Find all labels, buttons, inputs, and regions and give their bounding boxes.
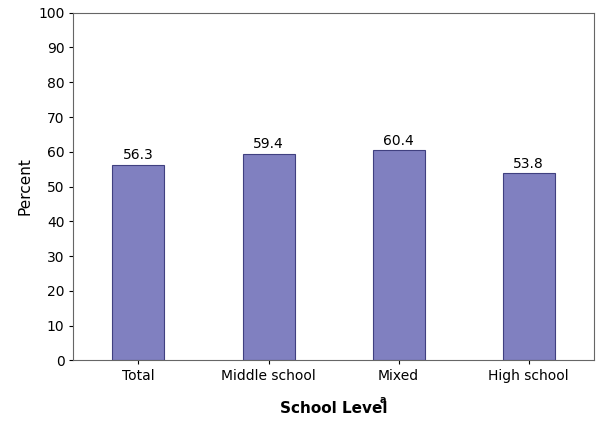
Text: 56.3: 56.3 bbox=[123, 148, 154, 162]
Text: a: a bbox=[379, 395, 386, 405]
Y-axis label: Percent: Percent bbox=[18, 158, 32, 215]
Bar bbox=[502, 173, 554, 360]
Text: 60.4: 60.4 bbox=[383, 134, 414, 148]
Bar bbox=[242, 154, 294, 360]
Bar bbox=[373, 151, 425, 360]
Text: 53.8: 53.8 bbox=[513, 156, 544, 170]
Text: School Level: School Level bbox=[280, 401, 387, 416]
Text: 59.4: 59.4 bbox=[253, 137, 284, 151]
Bar bbox=[113, 165, 165, 360]
